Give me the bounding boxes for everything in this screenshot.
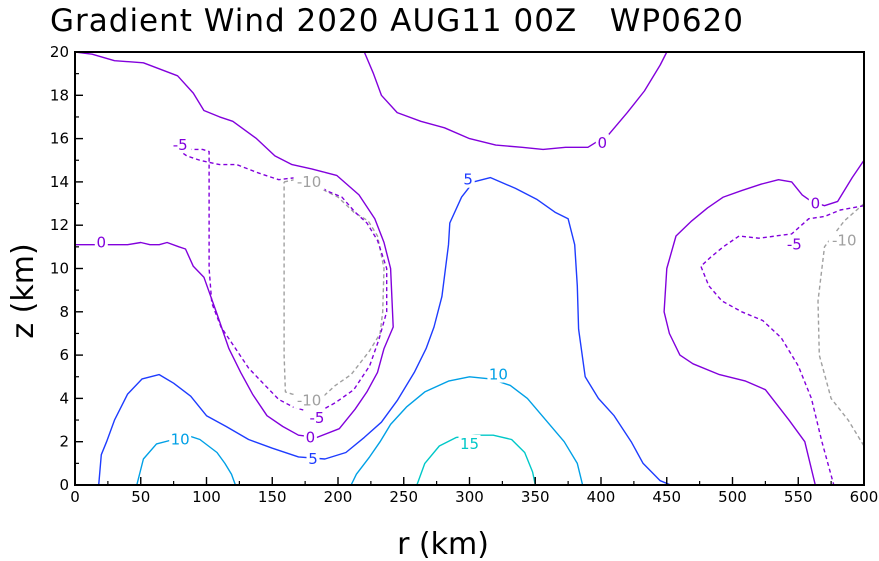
contour-label-bg-9 bbox=[808, 194, 822, 212]
contour-label-bg-12 bbox=[169, 430, 192, 448]
contour-label-4: -5 bbox=[309, 409, 324, 427]
contour-label-9: 0 bbox=[811, 195, 821, 213]
contour-line--10-1 bbox=[817, 203, 864, 447]
chart-title: Gradient Wind 2020 AUG11 00Z WP0620 bbox=[50, 3, 744, 39]
x-axis-ticks: 0 50 100 150 200 250 300 350 400 450 500 550 600 bbox=[70, 477, 878, 506]
contour-line-10-9 bbox=[350, 376, 584, 485]
contour-label-bg-0 bbox=[293, 172, 325, 190]
contour-line--5-3 bbox=[700, 205, 864, 485]
contour-line--10-0 bbox=[283, 179, 385, 397]
contour-label-12: 10 bbox=[171, 431, 190, 449]
contour-line-15-10 bbox=[416, 434, 536, 485]
y-tick-label-2: 2 bbox=[59, 433, 69, 451]
contour-label-bg-14 bbox=[458, 434, 481, 452]
contour-line-0-5 bbox=[363, 52, 668, 151]
contour-label-11: 5 bbox=[463, 171, 473, 189]
contour-line-10-8 bbox=[136, 434, 237, 485]
y-tick-label-0: 0 bbox=[59, 476, 69, 494]
y-tick-label-14: 14 bbox=[50, 173, 69, 191]
x-tick-label-150: 150 bbox=[258, 488, 287, 506]
y-tick-label-16: 16 bbox=[50, 130, 69, 148]
contour-label-bg-3 bbox=[169, 136, 192, 154]
x-tick-label-400: 400 bbox=[587, 488, 616, 506]
y-tick-label-4: 4 bbox=[59, 389, 69, 407]
contour-label-bg-1 bbox=[293, 391, 325, 409]
x-tick-label-350: 350 bbox=[521, 488, 550, 506]
contour-label-13: 10 bbox=[489, 366, 508, 384]
x-axis-label: r (km) bbox=[397, 527, 489, 561]
contour-label-bg-5 bbox=[783, 235, 806, 253]
contour-label-3: -5 bbox=[173, 136, 188, 154]
contour-label-10: 5 bbox=[308, 450, 318, 468]
contour-label-2: -10 bbox=[832, 231, 857, 249]
y-tick-label-10: 10 bbox=[50, 260, 69, 278]
contour-lines bbox=[75, 52, 864, 485]
contour-label-14: 15 bbox=[460, 435, 479, 453]
contour-line--5-2 bbox=[177, 148, 388, 415]
contour-label-0: -10 bbox=[297, 173, 322, 191]
contour-label-bg-7 bbox=[303, 428, 317, 446]
contour-label-8: 0 bbox=[598, 134, 608, 152]
y-axis-label: z (km) bbox=[6, 243, 41, 338]
contour-label-bg-11 bbox=[461, 170, 475, 188]
y-tick-label-8: 8 bbox=[59, 303, 69, 321]
y-axis-ticks: 0 2 4 6 8 10 12 14 16 18 20 bbox=[50, 43, 83, 494]
x-tick-label-100: 100 bbox=[192, 488, 221, 506]
contour-label-5: -5 bbox=[787, 236, 802, 254]
contour-label-bg-8 bbox=[595, 133, 609, 151]
plot-frame bbox=[74, 51, 865, 486]
contour-label-bg-2 bbox=[828, 231, 860, 249]
contour-label-bg-4 bbox=[305, 408, 328, 426]
contour-label-6: 0 bbox=[97, 234, 107, 252]
contour-label-7: 0 bbox=[306, 428, 316, 446]
x-tick-label-550: 550 bbox=[784, 488, 813, 506]
contour-label-bg-10 bbox=[306, 450, 320, 468]
contour-line-0-6 bbox=[663, 159, 864, 485]
x-tick-label-450: 450 bbox=[652, 488, 681, 506]
y-tick-label-20: 20 bbox=[50, 43, 69, 61]
contour-line-0-4 bbox=[75, 52, 394, 439]
y-tick-label-12: 12 bbox=[50, 216, 69, 234]
x-tick-label-200: 200 bbox=[324, 488, 353, 506]
x-tick-label-500: 500 bbox=[718, 488, 747, 506]
contour-label-1: -10 bbox=[297, 392, 322, 410]
x-tick-label-50: 50 bbox=[131, 488, 150, 506]
y-tick-label-6: 6 bbox=[59, 346, 69, 364]
contour-label-bg-13 bbox=[487, 365, 510, 383]
x-tick-label-300: 300 bbox=[455, 488, 484, 506]
contour-line-5-7 bbox=[98, 176, 671, 485]
contour-label-bg-6 bbox=[94, 233, 108, 251]
x-tick-label-0: 0 bbox=[70, 488, 80, 506]
y-tick-label-18: 18 bbox=[50, 86, 69, 104]
x-tick-label-250: 250 bbox=[389, 488, 418, 506]
x-tick-label-600: 600 bbox=[850, 488, 879, 506]
